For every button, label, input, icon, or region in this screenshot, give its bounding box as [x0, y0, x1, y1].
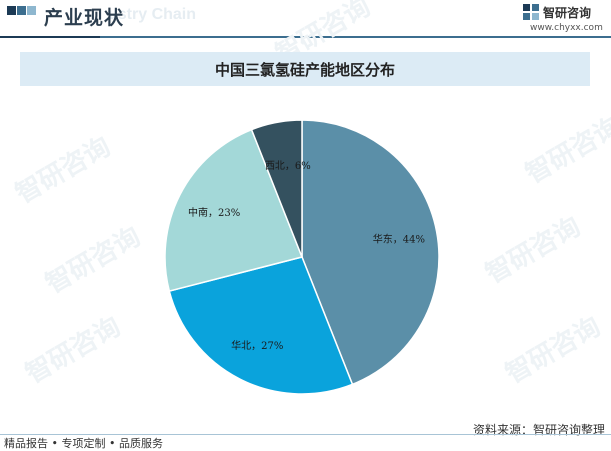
- square-icon: [27, 6, 36, 15]
- square-icon: [17, 6, 26, 15]
- square-icon: [7, 6, 16, 15]
- header-divider-accent: [0, 36, 100, 38]
- chart-title-box: 中国三氯氢硅产能地区分布: [20, 52, 590, 86]
- pie-label-east: 华东，44%: [373, 233, 425, 246]
- header-ghost-text: ustry Chain: [108, 6, 197, 23]
- brand-url[interactable]: www.chyxx.com: [530, 23, 603, 33]
- brand[interactable]: 智研咨询 www.chyxx.com: [522, 3, 607, 35]
- brand-logo-icon: [523, 4, 539, 20]
- pie-slice-south-central: [164, 128, 304, 292]
- footer-tagline: 精品报告 • 专项定制 • 品质服务: [4, 437, 163, 450]
- source-note: 资料来源：智研咨询整理: [472, 423, 605, 437]
- header-bar: ustry Chain 产业现状 智研咨询 www.chyxx.com: [0, 0, 611, 36]
- pie-label-north: 华北，27%: [231, 339, 283, 352]
- chart-title: 中国三氯氢硅产能地区分布: [214, 60, 395, 79]
- pie-slice-north: [168, 256, 354, 395]
- pie-slice-east: [301, 119, 440, 386]
- pie-label-south-central: 中南，23%: [188, 206, 240, 219]
- page-title: 产业现状: [44, 7, 125, 29]
- brand-name: 智研咨询: [543, 6, 592, 20]
- pie-slice-northwest: [250, 119, 303, 258]
- header-divider: [0, 36, 611, 38]
- pie-label-northwest: 西北，6%: [265, 160, 311, 172]
- footer-divider: [0, 434, 611, 435]
